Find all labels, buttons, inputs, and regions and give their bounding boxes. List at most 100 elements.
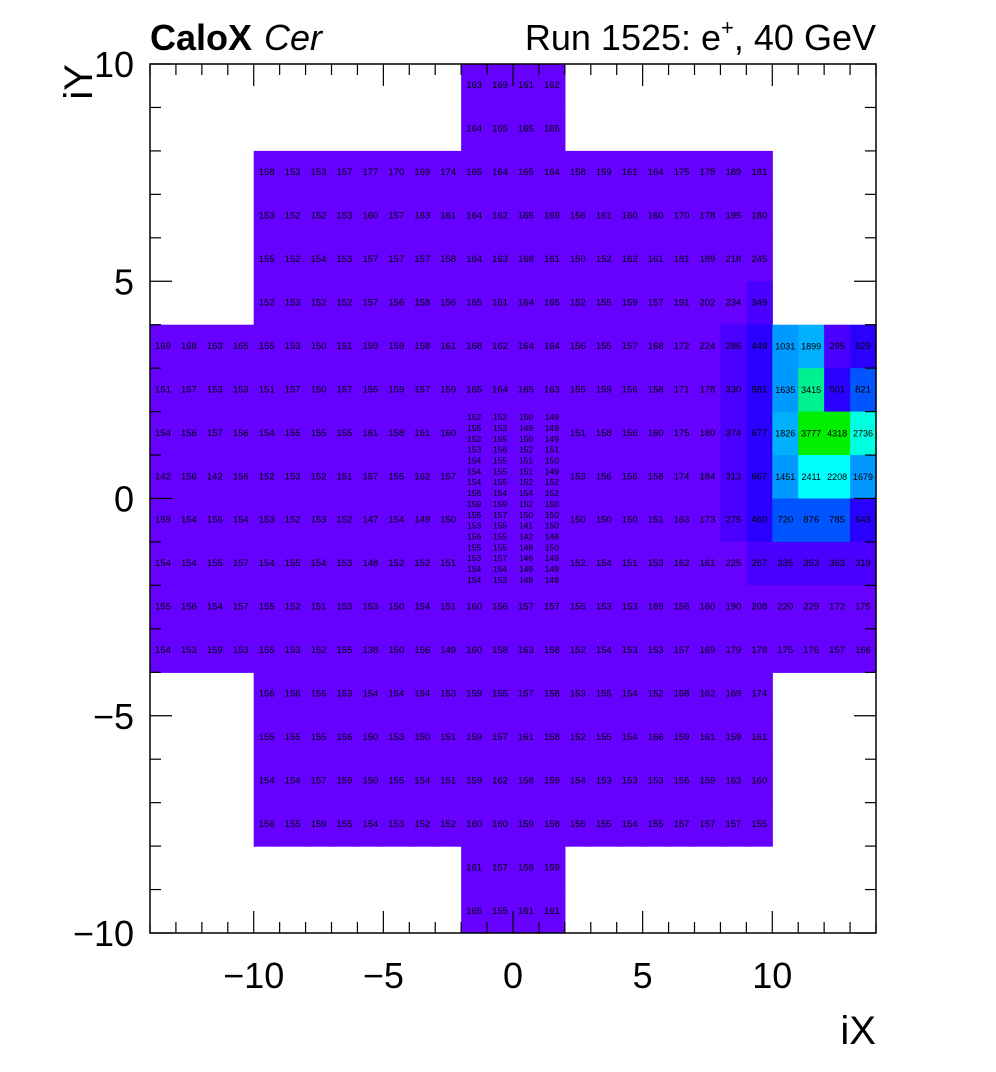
detector-cell [487,368,514,413]
detector-cell [642,411,670,456]
plot-header-left: CaloX Cer [150,17,324,58]
detector-cell [564,715,592,760]
detector-cell [201,324,229,369]
detector-cell [538,846,566,891]
detector-cell [668,281,696,326]
y-tick-label: 10 [94,44,134,85]
detector-cell [746,281,773,326]
cell-value-label: 148 [519,542,533,552]
cell-value-label: 156 [674,602,690,613]
cell-value-label: 1635 [775,385,795,395]
detector-cell [538,520,566,532]
cell-value-label: 460 [751,515,767,526]
detector-cell [694,802,722,847]
detector-cell [616,759,644,804]
detector-cell [201,411,229,456]
cell-value-label: 151 [519,455,533,465]
cell-value-label: 155 [285,819,301,830]
cell-value-label: 150 [545,521,559,531]
cell-value-label: 169 [492,80,508,91]
detector-cell [253,628,281,673]
cell-value-label: 667 [751,471,767,482]
cell-value-label: 154 [233,515,249,526]
cell-value-label: 157 [362,297,378,308]
detector-cell [357,455,384,500]
detector-cell [746,237,773,282]
cell-value-label: 165 [492,124,508,135]
detector-cell [798,498,825,543]
cell-value-label: 153 [467,521,481,531]
cell-value-label: 152 [311,645,327,656]
cell-value-label: 159 [311,819,327,830]
detector-cell [538,628,566,673]
detector-cell [487,520,514,532]
detector-cell [487,715,514,760]
detector-cell [616,150,644,195]
cell-value-label: 153 [337,602,353,613]
cell-value-label: 150 [362,732,378,743]
cell-value-label: 152 [285,211,301,222]
detector-cell [798,628,825,673]
cell-value-label: 154 [388,689,404,700]
cell-value-label: 157 [388,254,404,265]
detector-cell [564,237,592,282]
detector-cell [513,509,540,521]
cell-value-label: 154 [467,466,481,476]
cell-value-label: 155 [493,542,507,552]
detector-cell [279,541,307,586]
cell-value-label: 157 [233,602,249,613]
detector-cell [487,476,514,489]
cell-value-label: 151 [440,602,456,613]
detector-cell [409,715,436,760]
cell-value-label: 2411 [802,472,821,482]
cell-value-label: 155 [492,689,508,700]
detector-cell [150,498,177,543]
cell-value-label: 153 [648,645,664,656]
detector-cell [201,541,229,586]
detector-cell [201,628,229,673]
detector-cell [383,585,410,630]
detector-cell [253,715,281,760]
detector-cell [175,498,203,543]
detector-cell [409,759,436,804]
detector-cell [150,541,177,586]
cell-value-label: 168 [648,341,664,352]
detector-cell [642,498,670,543]
cell-value-label: 720 [777,515,793,526]
cell-value-label: 154 [414,775,430,786]
cell-value-label: 149 [440,645,456,656]
detector-cell [331,628,359,673]
cell-value-label: 148 [519,575,533,585]
detector-cell [279,194,307,239]
cell-value-label: 164 [466,254,482,265]
cell-value-label: 161 [751,732,767,743]
cell-value-label: 155 [155,602,171,613]
detector-cell [487,465,514,478]
detector-cell [772,411,799,456]
cell-value-label: 218 [725,254,741,265]
detector-cell [331,715,359,760]
cell-value-label: 155 [337,645,353,656]
detector-cell [383,411,410,456]
cell-value-label: 171 [674,384,690,395]
detector-cell [694,194,722,239]
detector-cell [175,368,203,413]
cell-value-label: 159 [674,732,690,743]
detector-cell [538,574,566,586]
detector-cell [383,281,410,326]
detector-cell [357,368,384,413]
detector-cell [227,368,255,413]
cell-value-label: 363 [829,558,845,569]
cell-value-label: 224 [700,341,716,352]
cell-value-label: 153 [311,515,327,526]
detector-cell [487,455,514,467]
cell-value-label: 157 [388,211,404,222]
cell-value-label: 159 [467,499,481,509]
cell-value-label: 152 [259,471,275,482]
cell-value-label: 152 [467,412,481,422]
cell-value-label: 159 [518,819,534,830]
detector-cell [513,552,540,565]
detector-cell [590,324,618,369]
detector-cell [487,628,514,673]
detector-cell [513,563,540,576]
